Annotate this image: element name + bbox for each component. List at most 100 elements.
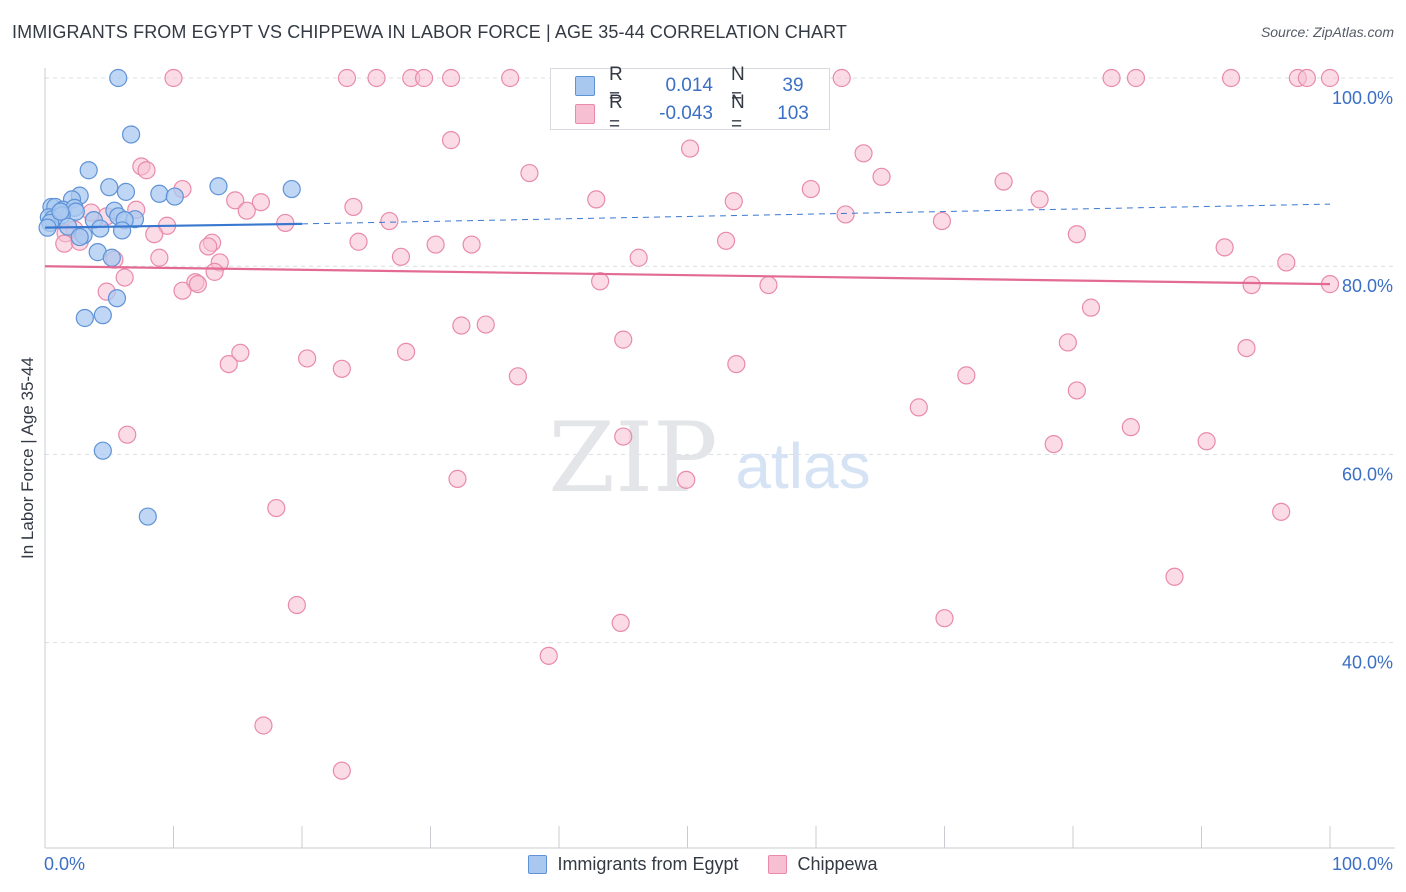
chippewa-point <box>199 237 218 256</box>
egypt-point <box>121 125 141 144</box>
legend-item-chippewa[interactable]: Chippewa <box>768 852 878 876</box>
chippewa-point <box>1102 68 1121 88</box>
egypt-point <box>282 179 301 199</box>
chippewa-point <box>501 68 520 88</box>
n-label: N = <box>731 64 745 107</box>
egypt-trend-line <box>44 222 303 229</box>
egypt-point <box>116 182 136 201</box>
n-value: 103 <box>777 103 809 124</box>
n-label: N = <box>731 92 745 135</box>
chippewa-point <box>337 68 357 88</box>
watermark: ZIP atlas <box>548 402 870 514</box>
egypt-point <box>209 177 228 196</box>
stats-box: R = 0.014 N = 39 R = -0.043 N = 103 <box>550 64 830 135</box>
chippewa-point <box>909 398 928 417</box>
r-label: R = <box>609 64 623 107</box>
chippewa-point <box>188 275 208 294</box>
legend-swatch-chippewa <box>768 854 788 874</box>
chippewa-point <box>836 205 855 224</box>
tick-labels: 100.0% 80.0% 60.0% 40.0% 0.0% 100.0% <box>44 88 1393 874</box>
chippewa-point <box>611 613 630 632</box>
chippewa-point <box>1126 68 1146 88</box>
chippewa-point <box>1297 68 1316 88</box>
chippewa-point <box>1272 502 1291 521</box>
chippewa-point <box>1067 225 1086 244</box>
chippewa-point <box>614 427 633 446</box>
chippewa-point <box>1242 275 1261 295</box>
grid-lines <box>45 77 1395 644</box>
egypt-trend-extension <box>301 203 1331 225</box>
y-tick-label: 40.0% <box>1342 653 1393 673</box>
chippewa-point <box>680 139 700 158</box>
chippewa-point <box>118 425 137 444</box>
chippewa-point <box>448 469 467 489</box>
chippewa-swatch <box>575 104 595 124</box>
chippewa-point <box>150 248 169 267</box>
chippewa-point <box>1221 68 1241 88</box>
y-axis-label: In Labor Force | Age 35-44 <box>18 357 37 559</box>
chippewa-point <box>629 248 648 267</box>
chippewa-point <box>935 609 954 628</box>
chippewa-point <box>587 190 606 209</box>
chippewa-point <box>441 131 461 150</box>
data-points <box>38 68 1340 780</box>
chippewa-point <box>854 144 873 163</box>
chippewa-point <box>452 316 471 335</box>
y-tick-label: 60.0% <box>1342 464 1393 484</box>
legend-swatch-egypt <box>528 854 548 874</box>
r-value: 0.014 <box>665 75 713 96</box>
chippewa-point <box>219 354 238 374</box>
chippewa-point <box>994 172 1013 191</box>
chippewa-point <box>226 191 245 210</box>
chippewa-point <box>872 167 891 186</box>
legend-label-egypt: Immigrants from Egypt <box>557 853 739 874</box>
chippewa-point <box>539 646 558 665</box>
chippewa-point <box>137 161 156 180</box>
egypt-point <box>51 202 70 221</box>
chippewa-point <box>414 68 434 88</box>
chippewa-point <box>1165 567 1184 586</box>
chippewa-point <box>508 367 527 386</box>
chippewa-point <box>1197 432 1216 451</box>
chippewa-point <box>1081 298 1101 317</box>
trend-lines <box>44 203 1331 286</box>
chippewa-point <box>957 366 976 385</box>
chippewa-point <box>426 235 445 254</box>
n-value: 39 <box>782 75 804 96</box>
egypt-point <box>91 219 110 238</box>
egypt-point <box>165 187 184 206</box>
chippewa-point <box>727 354 746 374</box>
chippewa-point <box>332 359 351 378</box>
chippewa-point <box>476 315 495 334</box>
egypt-point <box>150 184 169 203</box>
y-tick-label: 80.0% <box>1342 276 1393 296</box>
chippewa-point <box>1030 190 1049 209</box>
legend-item-egypt[interactable]: Immigrants from Egypt <box>528 852 738 876</box>
watermark-zip: ZIP <box>548 402 717 514</box>
egypt-point <box>93 441 112 460</box>
chippewa-point <box>164 68 183 88</box>
chart-title: IMMIGRANTS FROM EGYPT VS CHIPPEWA IN LAB… <box>12 22 847 42</box>
chippewa-point <box>1067 381 1086 400</box>
chippewa-point <box>932 211 952 231</box>
chippewa-point <box>231 343 250 362</box>
chippewa-point <box>520 163 539 183</box>
chippewa-point <box>441 68 461 88</box>
legend-label-chippewa: Chippewa <box>797 853 878 874</box>
chippewa-point <box>832 68 851 88</box>
chippewa-point <box>591 272 610 291</box>
chippewa-point <box>344 197 363 217</box>
chippewa-point <box>349 232 368 251</box>
axes <box>44 68 1395 849</box>
egypt-point <box>138 507 157 526</box>
chippewa-point <box>254 716 273 735</box>
chippewa-point <box>1058 333 1077 352</box>
chippewa-point <box>1237 338 1256 358</box>
chippewa-point <box>1215 238 1234 257</box>
egypt-point <box>109 68 128 88</box>
chippewa-point <box>462 235 481 254</box>
egypt-point <box>70 227 89 247</box>
chippewa-point <box>332 761 351 780</box>
source-label: Source: ZipAtlas.com <box>1260 24 1394 40</box>
